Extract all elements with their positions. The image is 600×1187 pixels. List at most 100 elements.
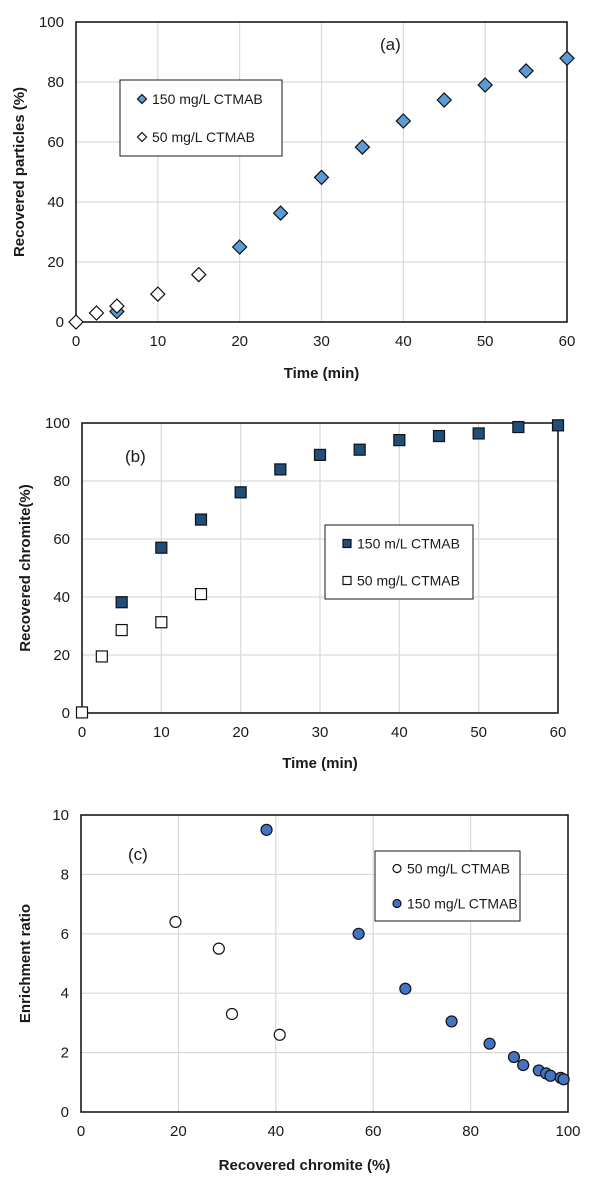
data-point [517,1058,530,1072]
legend-label: 50 mg/L CTMAB [407,861,510,877]
x-tick-label: 40 [391,724,408,741]
x-tick-label: 60 [550,724,567,741]
x-tick-label: 0 [78,724,86,741]
panel-label: (c) [128,845,148,864]
data-point [149,286,166,302]
y-tick-label: 8 [61,866,69,883]
data-point [432,429,446,443]
y-tick-label: 60 [53,531,70,548]
x-tick-label: 30 [312,724,329,741]
data-point [194,513,208,526]
data-point [313,448,327,461]
series-50-mg-l-ctmab [169,915,286,1041]
y-axis-label: Recovered particles (%) [11,87,28,257]
data-point [507,1050,521,1064]
legend-label: 50 mg/L CTMAB [357,573,460,589]
legend-label: 150 mg/L CTMAB [152,91,263,107]
legend-marker [342,575,352,586]
data-point [225,1007,239,1021]
data-point [483,1037,496,1050]
data-point [551,419,565,432]
data-point [273,1028,286,1041]
data-point [155,616,168,629]
data-point [190,266,207,283]
data-point [354,139,371,155]
y-axis-label: Enrichment ratio [17,904,34,1023]
data-point [109,298,125,314]
x-axis-label: Time (min) [282,755,358,772]
legend-marker [392,863,402,874]
x-tick-label: 60 [559,333,576,350]
y-tick-label: 4 [61,985,69,1002]
data-point [155,541,168,554]
data-point [260,823,273,836]
data-point [115,596,128,609]
legend-marker [342,538,352,549]
y-tick-label: 20 [53,647,70,664]
data-point [194,587,208,601]
legend-box [324,524,474,600]
data-point [272,205,289,221]
y-tick-label: 60 [47,134,64,151]
y-tick-label: 40 [53,589,70,606]
x-tick-label: 50 [477,333,494,350]
plot-frame [75,21,568,323]
y-tick-label: 80 [53,473,70,490]
y-tick-label: 0 [62,705,70,722]
chart-panel-b: 0 10 20 30 40 50 60 0 20 40 60 80 100 Time (min) Recov… [17,415,566,772]
data-point [477,77,494,93]
y-tick-label: 20 [47,254,64,271]
x-tick-label: 80 [462,1123,479,1140]
data-point [234,486,247,499]
legend-box [374,850,521,922]
x-tick-label: 0 [72,333,80,350]
legend: 150 m/L CTMAB 50 mg/L CTMAB [324,524,474,600]
x-tick-label: 30 [313,333,330,350]
y-tick-label: 0 [56,314,64,331]
data-point [115,623,128,637]
y-axis-label: Recovered chromite(%) [17,484,34,652]
data-point [231,239,248,255]
data-point [395,113,412,129]
x-tick-label: 10 [153,724,170,741]
y-tick-label: 40 [47,194,64,211]
y-tick-label: 2 [61,1045,69,1062]
x-tick-label: 100 [555,1123,580,1140]
panel-label: (a) [380,35,401,54]
panel-label: (b) [125,447,146,466]
legend-marker [392,898,402,909]
legend: 50 mg/L CTMAB 150 mg/L CTMAB [374,850,521,922]
plot-frame [80,814,569,1113]
legend-marker [136,131,148,143]
legend: 150 mg/L CTMAB 50 mg/L CTMAB [119,79,283,157]
x-tick-label: 20 [232,724,249,741]
y-tick-label: 100 [45,415,70,432]
data-point [393,434,406,447]
x-tick-label: 40 [395,333,412,350]
x-tick-label: 50 [470,724,487,741]
series-150-mg-l-ctmab [260,823,570,1086]
x-tick-label: 20 [170,1123,187,1140]
legend-label: 150 mg/L CTMAB [407,896,518,912]
y-tick-label: 0 [61,1104,69,1121]
x-tick-label: 60 [365,1123,382,1140]
data-point [75,706,89,719]
data-point [472,427,485,440]
data-point [544,1069,557,1082]
data-point [557,1073,570,1086]
legend-box [119,79,283,157]
chart-panel-c: 0 20 40 60 80 100 0 2 4 6 8 10 Recovered chromite (%… [17,807,581,1174]
y-tick-label: 10 [52,807,69,824]
series-50-mg-l-ctmab [68,266,207,330]
x-axis-label: Time (min) [284,365,360,382]
series-50-mg-l-ctmab [75,587,208,719]
data-point [68,314,84,330]
x-tick-label: 0 [77,1123,85,1140]
x-axis-label: Recovered chromite (%) [219,1157,391,1174]
data-point [353,443,366,456]
y-tick-label: 80 [47,74,64,91]
data-point [274,463,287,476]
data-point [95,650,108,663]
data-point [352,927,365,940]
